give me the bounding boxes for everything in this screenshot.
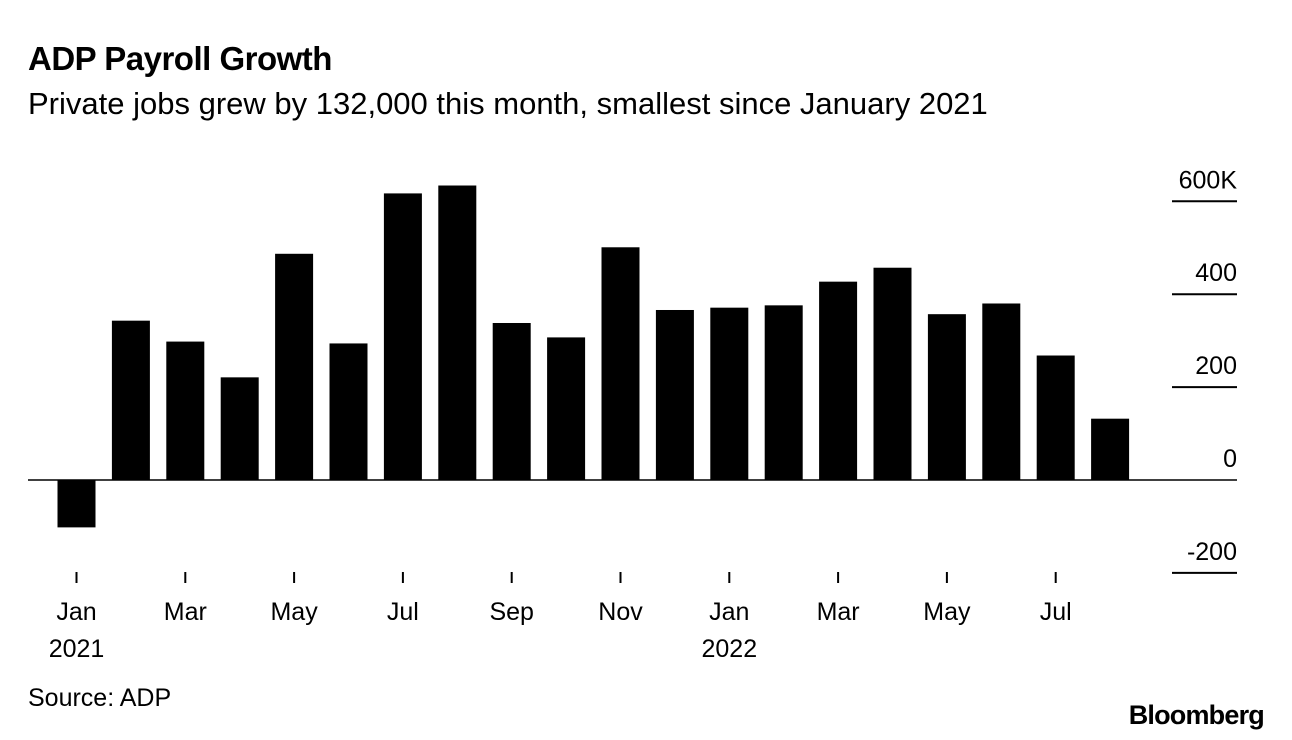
bar-jul-2022 — [1036, 355, 1075, 480]
bar-feb-2021 — [111, 320, 150, 480]
bloomberg-logo: Bloomberg — [1128, 700, 1265, 730]
bar-jan-2022 — [710, 307, 749, 480]
bar-mar-2021 — [166, 341, 205, 480]
y-tick-label-400: 400 — [1195, 259, 1237, 287]
bar-mar-2022 — [819, 281, 858, 480]
x-tick-label-4: May — [270, 598, 318, 626]
x-tick-label-0: Jan — [56, 598, 96, 626]
bar-sep-2021 — [492, 322, 531, 480]
x-tick-label-6: Jul — [387, 598, 419, 626]
bar-apr-2021 — [220, 377, 259, 480]
bar-jan-2021 — [57, 480, 96, 528]
chart-title: ADP Payroll Growth — [28, 40, 332, 77]
source-note: Source: ADP — [28, 684, 172, 712]
x-tick-label-8: Sep — [489, 598, 533, 626]
bar-jun-2022 — [982, 303, 1021, 480]
x-year-label-2021: 2021 — [49, 635, 105, 663]
bar-apr-2022 — [873, 267, 912, 480]
x-tick-label-12: Jan — [709, 598, 749, 626]
x-tick-label-16: May — [923, 598, 971, 626]
bar-jul-2021 — [383, 193, 422, 480]
y-tick-label-0: 0 — [1223, 445, 1237, 473]
x-tick-label-14: Mar — [817, 598, 860, 626]
bar-aug-2021 — [438, 185, 477, 480]
x-tick-label-10: Nov — [598, 598, 643, 626]
x-tick-label-18: Jul — [1040, 598, 1072, 626]
x-tick-label-2: Mar — [164, 598, 207, 626]
bar-oct-2021 — [547, 337, 586, 480]
bar-may-2021 — [275, 253, 314, 480]
y-tick-label-neg200: -200 — [1187, 538, 1237, 566]
bar-jun-2021 — [329, 343, 368, 480]
chart-subtitle: Private jobs grew by 132,000 this month,… — [28, 86, 988, 121]
bar-feb-2022 — [764, 305, 803, 480]
x-year-label-2022: 2022 — [701, 635, 757, 663]
bar-dec-2021 — [655, 309, 694, 480]
y-tick-label-600: 600K — [1179, 166, 1238, 194]
y-tick-label-200: 200 — [1195, 352, 1237, 380]
bar-may-2022 — [927, 314, 966, 480]
bar-nov-2021 — [601, 247, 640, 480]
bar-aug-2022 — [1091, 418, 1130, 480]
